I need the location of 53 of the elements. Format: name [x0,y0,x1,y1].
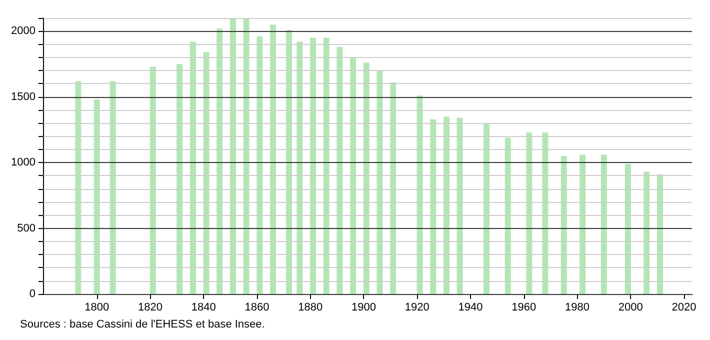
bar [504,138,511,294]
bar [150,66,156,294]
bar [256,36,263,294]
bar [94,99,100,294]
y-tick-label: 1500 [10,90,36,103]
bar [336,46,343,294]
bar [416,96,423,294]
x-tick-label: 1980 [564,302,590,314]
bar [203,52,210,294]
bar [110,81,116,294]
bar [376,70,383,294]
bar [286,30,292,294]
bar [443,116,450,294]
bar [270,24,276,294]
bar [323,38,330,294]
y-tick-label: 500 [17,222,36,234]
bar [580,154,586,294]
source-note: Sources : base Cassini de l'EHESS et base Insee. [20,318,265,330]
y-tick-label: 2000 [10,25,36,38]
bar [484,123,490,294]
bar [430,119,436,294]
bar [75,81,82,294]
bar [644,172,650,294]
y-tick-label: 1000 [10,156,36,169]
bar [456,118,463,294]
bar [310,38,316,294]
x-tick-label: 2020 [672,302,696,314]
bar [230,18,236,294]
bar [190,42,196,294]
bar [350,57,356,294]
bar [560,156,567,294]
x-tick-label: 1820 [138,302,162,314]
bar [542,132,548,294]
bar [363,62,370,294]
x-tick-label: 2000 [618,302,643,314]
bar [656,174,663,294]
x-tick-label: 1900 [351,302,376,314]
bar [296,42,303,294]
bar [526,132,532,294]
x-tick-label: 1920 [404,302,430,314]
x-tick-label: 1880 [298,302,323,314]
x-tick-label: 1840 [191,302,216,314]
bar [216,28,223,294]
x-tick-label: 1800 [84,302,110,314]
x-tick-label: 1860 [244,302,270,314]
bar [390,82,396,294]
y-tick-label: 0 [29,288,36,300]
x-tick-label: 1960 [512,302,536,314]
x-tick-label: 1940 [458,302,483,314]
bar [243,18,250,294]
bar [176,64,183,294]
bar [624,164,631,294]
bar [600,154,607,294]
